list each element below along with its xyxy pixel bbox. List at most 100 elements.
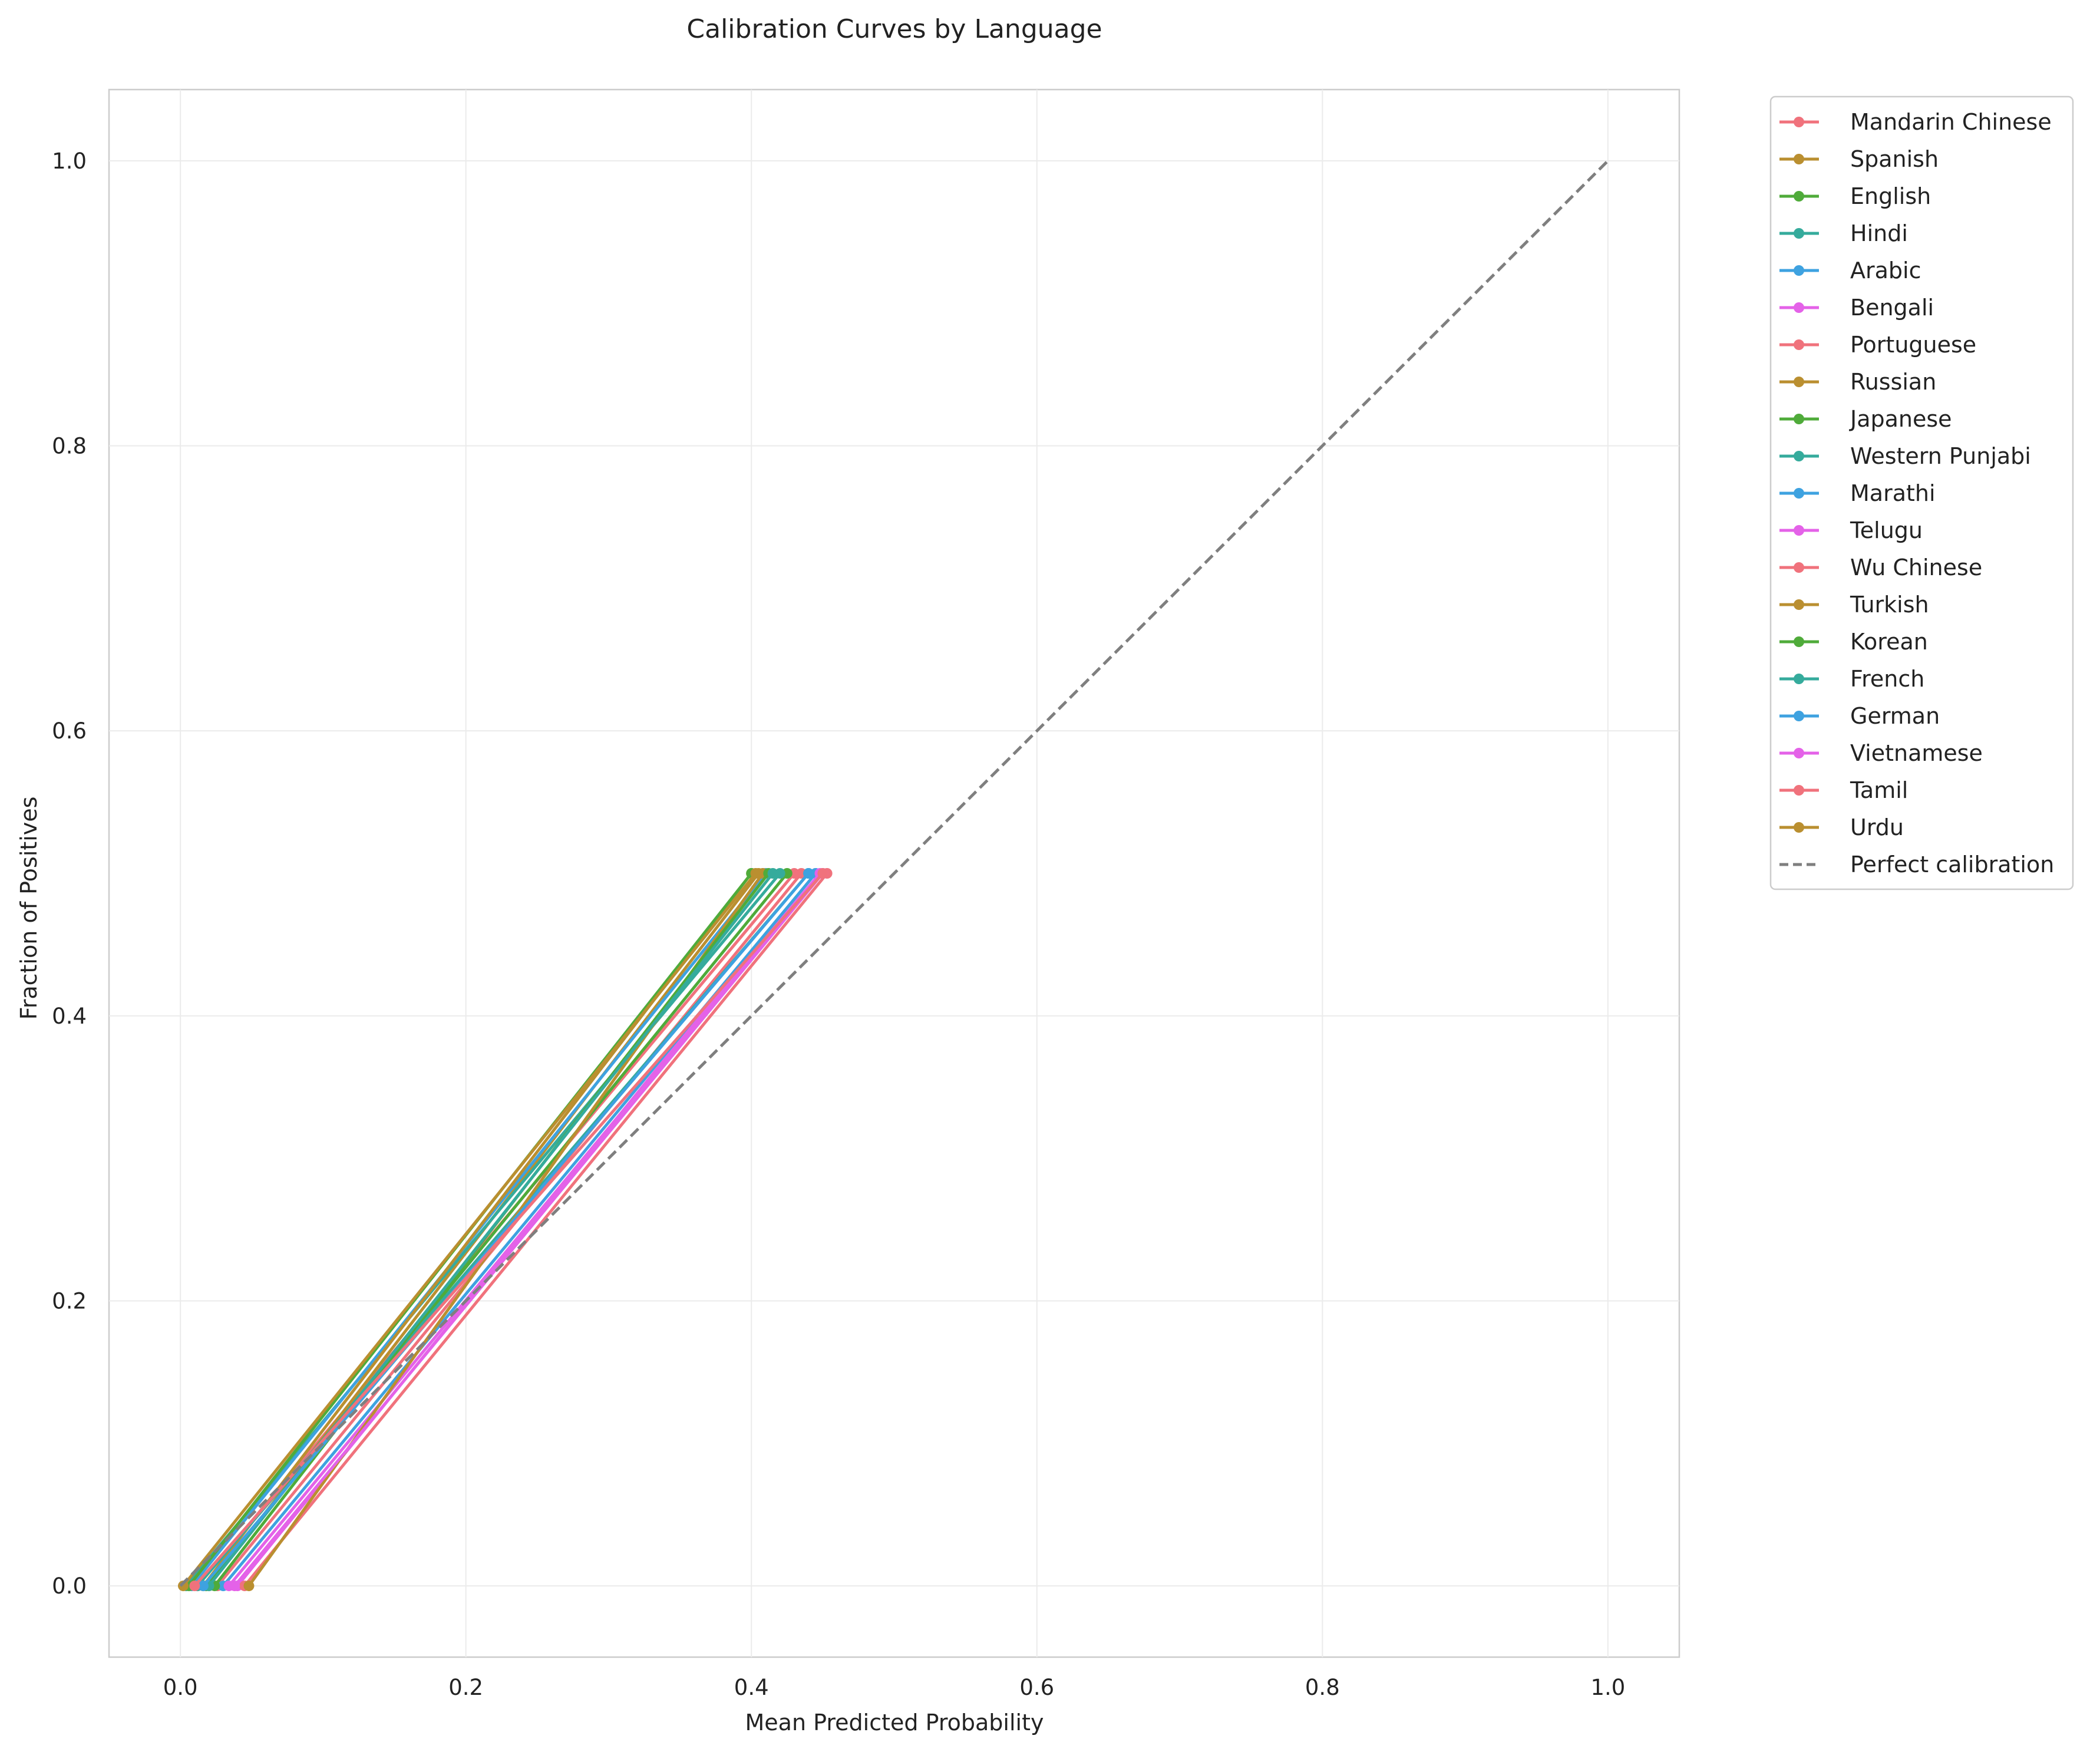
legend-item: Tamil <box>1779 777 1908 803</box>
legend-label: Wu Chinese <box>1850 555 1982 580</box>
legend-marker <box>1794 748 1804 758</box>
legend-label: Mandarin Chinese <box>1850 109 2052 135</box>
legend-marker <box>1794 117 1804 127</box>
legend-item: French <box>1779 666 1924 692</box>
legend-item: Spanish <box>1779 146 1939 172</box>
legend-marker <box>1794 451 1804 461</box>
x-tick-label: 0.4 <box>734 1675 769 1700</box>
legend-item: English <box>1779 183 1931 209</box>
legend-label: Telugu <box>1850 517 1923 543</box>
series-line <box>182 872 757 1587</box>
grid <box>109 90 1679 1657</box>
legend-marker <box>1794 822 1804 833</box>
legend-label: Russian <box>1850 369 1936 395</box>
legend-marker <box>1794 302 1804 313</box>
legend-marker <box>1794 339 1804 350</box>
legend-marker <box>1794 414 1804 424</box>
x-tick-label: 0.8 <box>1305 1675 1340 1700</box>
legend-item: Urdu <box>1779 814 1904 840</box>
legend-label: Japanese <box>1849 406 1952 432</box>
legend-marker <box>1794 191 1804 202</box>
series-point <box>177 1581 189 1592</box>
legend-item: Japanese <box>1779 406 1952 432</box>
chart-title: Calibration Curves by Language <box>686 14 1102 44</box>
legend-label: Vietnamese <box>1850 740 1983 766</box>
series-line <box>227 872 821 1587</box>
legend-marker <box>1794 265 1804 276</box>
legend-marker <box>1794 228 1804 239</box>
legend-item: Telugu <box>1779 517 1923 543</box>
series-point <box>803 868 814 879</box>
legend-item: Perfect calibration <box>1779 852 2054 877</box>
legend-marker <box>1794 488 1804 499</box>
legend-item: Korean <box>1779 629 1928 655</box>
series-point <box>243 1581 255 1592</box>
x-tick-labels: 0.0 0.2 0.4 0.6 0.8 1.0 <box>163 1675 1626 1700</box>
y-tick-label: 0.0 <box>52 1573 87 1599</box>
legend-label: Portuguese <box>1850 332 1976 358</box>
legend-label: English <box>1850 183 1931 209</box>
legend-label: Arabic <box>1850 258 1921 283</box>
x-axis-label: Mean Predicted Probability <box>745 1710 1044 1735</box>
series-line <box>184 872 781 1587</box>
legend-item: Bengali <box>1779 295 1934 321</box>
series-german <box>197 868 814 1592</box>
legend-label: French <box>1850 666 1924 692</box>
x-tick-label: 0.2 <box>448 1675 483 1700</box>
legend-marker <box>1794 154 1804 164</box>
legend-item: Wu Chinese <box>1779 555 1982 580</box>
legend-label: Bengali <box>1850 295 1934 321</box>
legend-label: Urdu <box>1850 814 1904 840</box>
y-tick-label: 0.8 <box>52 434 87 459</box>
x-tick-label: 1.0 <box>1590 1675 1625 1700</box>
legend-marker <box>1794 562 1804 573</box>
legend-label: Tamil <box>1850 777 1908 803</box>
y-tick-label: 1.0 <box>52 149 87 174</box>
legend-item: Marathi <box>1779 480 1936 506</box>
legend-item: German <box>1779 703 1940 729</box>
series-point <box>189 1581 200 1592</box>
legend-label: Perfect calibration <box>1850 852 2054 877</box>
legend-item: Mandarin Chinese <box>1779 109 2052 135</box>
legend-marker <box>1794 785 1804 796</box>
x-tick-label: 0.0 <box>163 1675 198 1700</box>
legend-label: Korean <box>1850 629 1928 655</box>
legend-item: Russian <box>1779 369 1936 395</box>
legend-box <box>1769 95 2074 890</box>
legend-label: German <box>1850 703 1940 729</box>
series-point <box>767 868 778 879</box>
legend-label: Spanish <box>1850 146 1939 172</box>
legend-item: Western Punjabi <box>1779 443 2031 469</box>
legend-marker <box>1794 599 1804 610</box>
legend: Mandarin Chinese Spanish English Hindi Arabi… <box>1769 95 2074 890</box>
perfect-calibration-line <box>179 160 1609 1587</box>
series-point <box>197 1581 209 1592</box>
series-urdu <box>177 868 761 1592</box>
legend-label: Hindi <box>1850 220 1908 246</box>
series-lines <box>177 160 1609 1592</box>
legend-item: Portuguese <box>1779 332 1976 358</box>
legend-marker <box>1794 636 1804 647</box>
series-line <box>202 872 810 1587</box>
legend-item: Vietnamese <box>1779 740 1983 766</box>
series-point <box>229 1581 240 1592</box>
y-tick-label: 0.2 <box>52 1288 87 1314</box>
plot-area <box>108 88 1680 1658</box>
series-point <box>817 868 828 879</box>
legend-item: Arabic <box>1779 258 1921 283</box>
series-line <box>233 872 824 1587</box>
legend-item: Turkish <box>1779 592 1929 618</box>
y-tick-label: 0.6 <box>52 718 87 744</box>
legend-marker <box>1794 711 1804 721</box>
y-tick-labels: 0.0 0.2 0.4 0.6 0.8 1.0 <box>52 149 87 1599</box>
legend-label: Turkish <box>1850 592 1929 618</box>
legend-marker <box>1794 377 1804 387</box>
legend-marker <box>1794 674 1804 684</box>
y-tick-label: 0.4 <box>52 1004 87 1029</box>
legend-label: Western Punjabi <box>1850 443 2031 469</box>
series-point <box>750 868 761 879</box>
legend-item: Hindi <box>1779 220 1908 246</box>
x-tick-label: 0.6 <box>1019 1675 1054 1700</box>
legend-label: Marathi <box>1850 480 1936 506</box>
